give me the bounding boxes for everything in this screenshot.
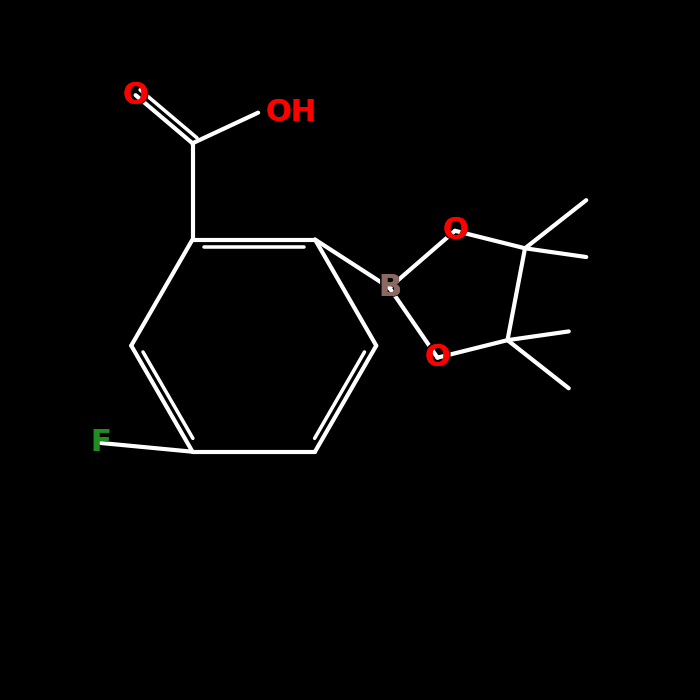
Text: O: O: [442, 216, 468, 245]
Text: F: F: [90, 428, 111, 458]
Text: B: B: [378, 273, 401, 302]
Text: B: B: [377, 271, 402, 304]
Text: O: O: [425, 343, 450, 372]
Text: OH: OH: [265, 98, 316, 127]
Text: O: O: [442, 216, 468, 245]
Text: O: O: [441, 214, 469, 247]
Text: O: O: [425, 343, 450, 372]
Text: F: F: [90, 428, 111, 458]
Text: O: O: [122, 80, 148, 110]
Text: O: O: [424, 341, 452, 374]
Text: B: B: [378, 273, 401, 302]
Text: F: F: [89, 426, 112, 459]
Text: OH: OH: [265, 96, 321, 130]
Text: O: O: [122, 78, 150, 112]
Text: O: O: [122, 80, 148, 110]
Text: OH: OH: [265, 98, 316, 127]
